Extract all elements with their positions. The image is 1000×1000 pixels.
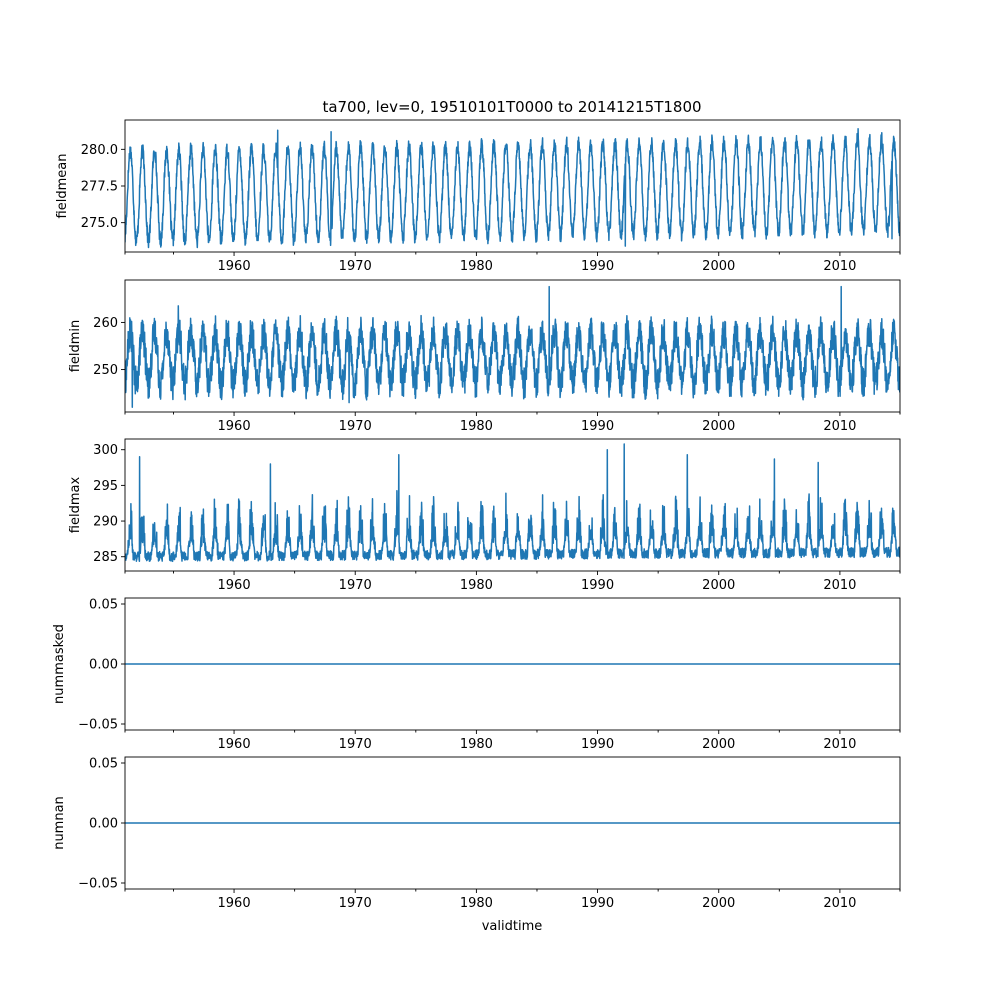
y-axis-label: numnan xyxy=(52,796,67,850)
x-tick-label: 1970 xyxy=(339,896,372,911)
x-tick-label: 2000 xyxy=(702,896,735,911)
x-tick-label: 1960 xyxy=(218,896,251,911)
x-tick-label: 1980 xyxy=(460,896,493,911)
x-tick-label: 1990 xyxy=(581,259,614,274)
x-tick-label: 1980 xyxy=(460,419,493,434)
subplot-fieldmin: 1960 1970 1980 1990 2000 2010 250 260 fieldmin xyxy=(68,279,901,434)
x-tick-label: 2000 xyxy=(702,578,735,593)
axes-frame xyxy=(124,438,901,572)
subplot-panels: 1960 1970 1980 1990 2000 2010 275.0 277.5 280.0 f… xyxy=(52,119,901,911)
x-tick-label: 2010 xyxy=(823,419,856,434)
y-tick-label: −0.05 xyxy=(78,718,118,733)
x-tick-label: 1980 xyxy=(460,737,493,752)
x-tick-label: 1970 xyxy=(339,578,372,593)
x-tick-label: 1960 xyxy=(218,737,251,752)
chart-title: ta700, lev=0, 19510101T0000 to 20141215T… xyxy=(322,98,701,116)
series-line-fieldmean xyxy=(125,128,900,249)
y-tick-label: 0.00 xyxy=(89,658,118,673)
x-tick-label: 1960 xyxy=(218,259,251,274)
y-axis-label: fieldmax xyxy=(68,477,83,534)
series-line-fieldmax xyxy=(125,443,900,563)
y-tick-label: 295 xyxy=(93,479,118,494)
x-tick-label: 1980 xyxy=(460,259,493,274)
x-tick-label: 2010 xyxy=(823,896,856,911)
y-tick-label: 300 xyxy=(93,443,118,458)
y-tick-label: 290 xyxy=(93,515,118,530)
x-tick-label: 1970 xyxy=(339,259,372,274)
subplot-numnan: 1960 1970 1980 1990 2000 2010 −0.05 0.00 0.05 num… xyxy=(52,757,901,911)
y-axis-label: nummasked xyxy=(52,624,67,704)
y-tick-label: 0.00 xyxy=(89,817,118,832)
y-axis-label: fieldmean xyxy=(55,154,70,219)
subplot-fieldmax: 1960 1970 1980 1990 2000 2010 285 290 295 300 fiel… xyxy=(68,438,901,593)
y-tick-label: 275.0 xyxy=(81,216,118,231)
y-axis-label: fieldmin xyxy=(68,320,83,373)
x-tick-label: 2010 xyxy=(823,259,856,274)
y-tick-label: −0.05 xyxy=(78,877,118,892)
y-tick-label: 250 xyxy=(93,363,118,378)
x-tick-label: 1960 xyxy=(218,419,251,434)
series-line-fieldmin xyxy=(125,285,900,409)
y-tick-label: 280.0 xyxy=(81,143,118,158)
x-tick-label: 2010 xyxy=(823,578,856,593)
x-tick-label: 1990 xyxy=(581,737,614,752)
subplot-fieldmean: 1960 1970 1980 1990 2000 2010 275.0 277.5 280.0 f… xyxy=(55,119,901,274)
y-tick-label: 285 xyxy=(93,550,118,565)
y-tick-label: 260 xyxy=(93,316,118,331)
x-tick-label: 2000 xyxy=(702,737,735,752)
x-tick-label: 2010 xyxy=(823,737,856,752)
x-tick-label: 1990 xyxy=(581,419,614,434)
x-tick-label: 1970 xyxy=(339,419,372,434)
x-tick-label: 2000 xyxy=(702,259,735,274)
x-axis-label: validtime xyxy=(482,919,543,934)
x-tick-label: 1970 xyxy=(339,737,372,752)
x-tick-label: 1980 xyxy=(460,578,493,593)
x-tick-label: 1960 xyxy=(218,578,251,593)
axes-frame xyxy=(124,279,901,413)
x-tick-label: 1990 xyxy=(581,896,614,911)
y-tick-label: 0.05 xyxy=(89,757,118,772)
x-tick-label: 1990 xyxy=(581,578,614,593)
subplot-nummasked: 1960 1970 1980 1990 2000 2010 −0.05 0.00 0.05 num… xyxy=(52,598,901,752)
x-tick-label: 2000 xyxy=(702,419,735,434)
y-tick-label: 277.5 xyxy=(81,180,118,195)
y-tick-label: 0.05 xyxy=(89,598,118,613)
